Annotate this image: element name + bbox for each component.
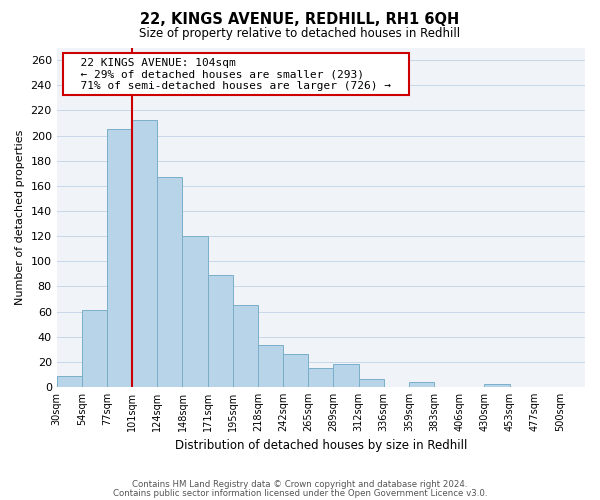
- Text: Size of property relative to detached houses in Redhill: Size of property relative to detached ho…: [139, 28, 461, 40]
- Bar: [82, 310, 107, 387]
- Bar: [283, 354, 308, 387]
- Bar: [132, 120, 157, 387]
- Bar: [208, 275, 233, 387]
- Text: 22, KINGS AVENUE, REDHILL, RH1 6QH: 22, KINGS AVENUE, REDHILL, RH1 6QH: [140, 12, 460, 28]
- Text: Contains public sector information licensed under the Open Government Licence v3: Contains public sector information licen…: [113, 488, 487, 498]
- Bar: [107, 129, 132, 387]
- Bar: [182, 236, 208, 387]
- Bar: [56, 376, 82, 387]
- Bar: [484, 384, 509, 387]
- Y-axis label: Number of detached properties: Number of detached properties: [15, 130, 25, 305]
- Text: 22 KINGS AVENUE: 104sqm  
  ← 29% of detached houses are smaller (293)  
  71% o: 22 KINGS AVENUE: 104sqm ← 29% of detache…: [67, 58, 405, 91]
- Bar: [334, 364, 359, 387]
- Bar: [409, 382, 434, 387]
- X-axis label: Distribution of detached houses by size in Redhill: Distribution of detached houses by size …: [175, 440, 467, 452]
- Bar: [258, 346, 283, 387]
- Bar: [308, 368, 334, 387]
- Bar: [359, 380, 384, 387]
- Text: Contains HM Land Registry data © Crown copyright and database right 2024.: Contains HM Land Registry data © Crown c…: [132, 480, 468, 489]
- Bar: [233, 305, 258, 387]
- Bar: [157, 177, 182, 387]
